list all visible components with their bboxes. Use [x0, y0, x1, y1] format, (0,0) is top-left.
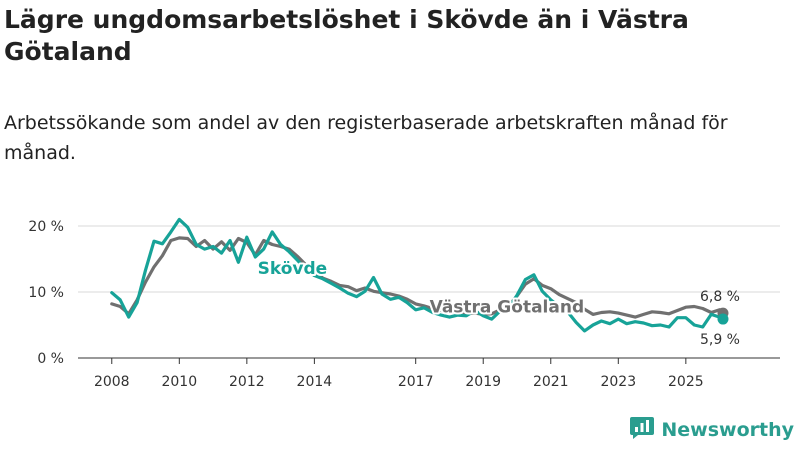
- end-value-label-skovde: 5,9 %: [700, 332, 740, 348]
- chart-subtitle: Arbetssökande som andel av den registerb…: [4, 112, 728, 164]
- x-tick-label: 2023: [600, 374, 636, 390]
- bar-chart-logo-icon: [629, 416, 655, 444]
- chart-title: Lägre ungdomsarbetslöshet i Skövde än i …: [4, 5, 689, 66]
- x-tick-label: 2019: [465, 374, 501, 390]
- x-tick-label: 2021: [533, 374, 569, 390]
- series-label-skovde: Skövde: [258, 259, 328, 279]
- end-value-label-vastra-gotaland: 6,8 %: [700, 289, 740, 305]
- end-point-skovde: [717, 313, 729, 325]
- series-label-vastra-gotaland: Västra Götaland: [430, 298, 585, 318]
- x-tick-label: 2017: [398, 374, 434, 390]
- x-tick-label: 2014: [297, 374, 333, 390]
- x-tick-label: 2025: [668, 374, 704, 390]
- series-lines: [110, 217, 725, 333]
- x-tick-label: 2008: [94, 374, 130, 390]
- gridlines: [78, 225, 780, 293]
- annotations: Västra Götaland Skövde 6,8 % 5,9 %: [256, 257, 740, 348]
- x-tick-label: 2012: [229, 374, 265, 390]
- y-tick-label: 0 %: [37, 351, 64, 367]
- y-tick-label: 10 %: [28, 285, 64, 301]
- axes: 0 % 10 % 20 % 2008 2010 2012 2014 2017 2019 2021 2…: [28, 219, 780, 390]
- y-tick-label: 20 %: [28, 219, 64, 235]
- x-tick-label: 2010: [161, 374, 197, 390]
- series-line-skovde: [110, 217, 725, 333]
- brand-name: Newsworthy: [661, 419, 794, 441]
- brand-footer[interactable]: Newsworthy: [629, 416, 794, 444]
